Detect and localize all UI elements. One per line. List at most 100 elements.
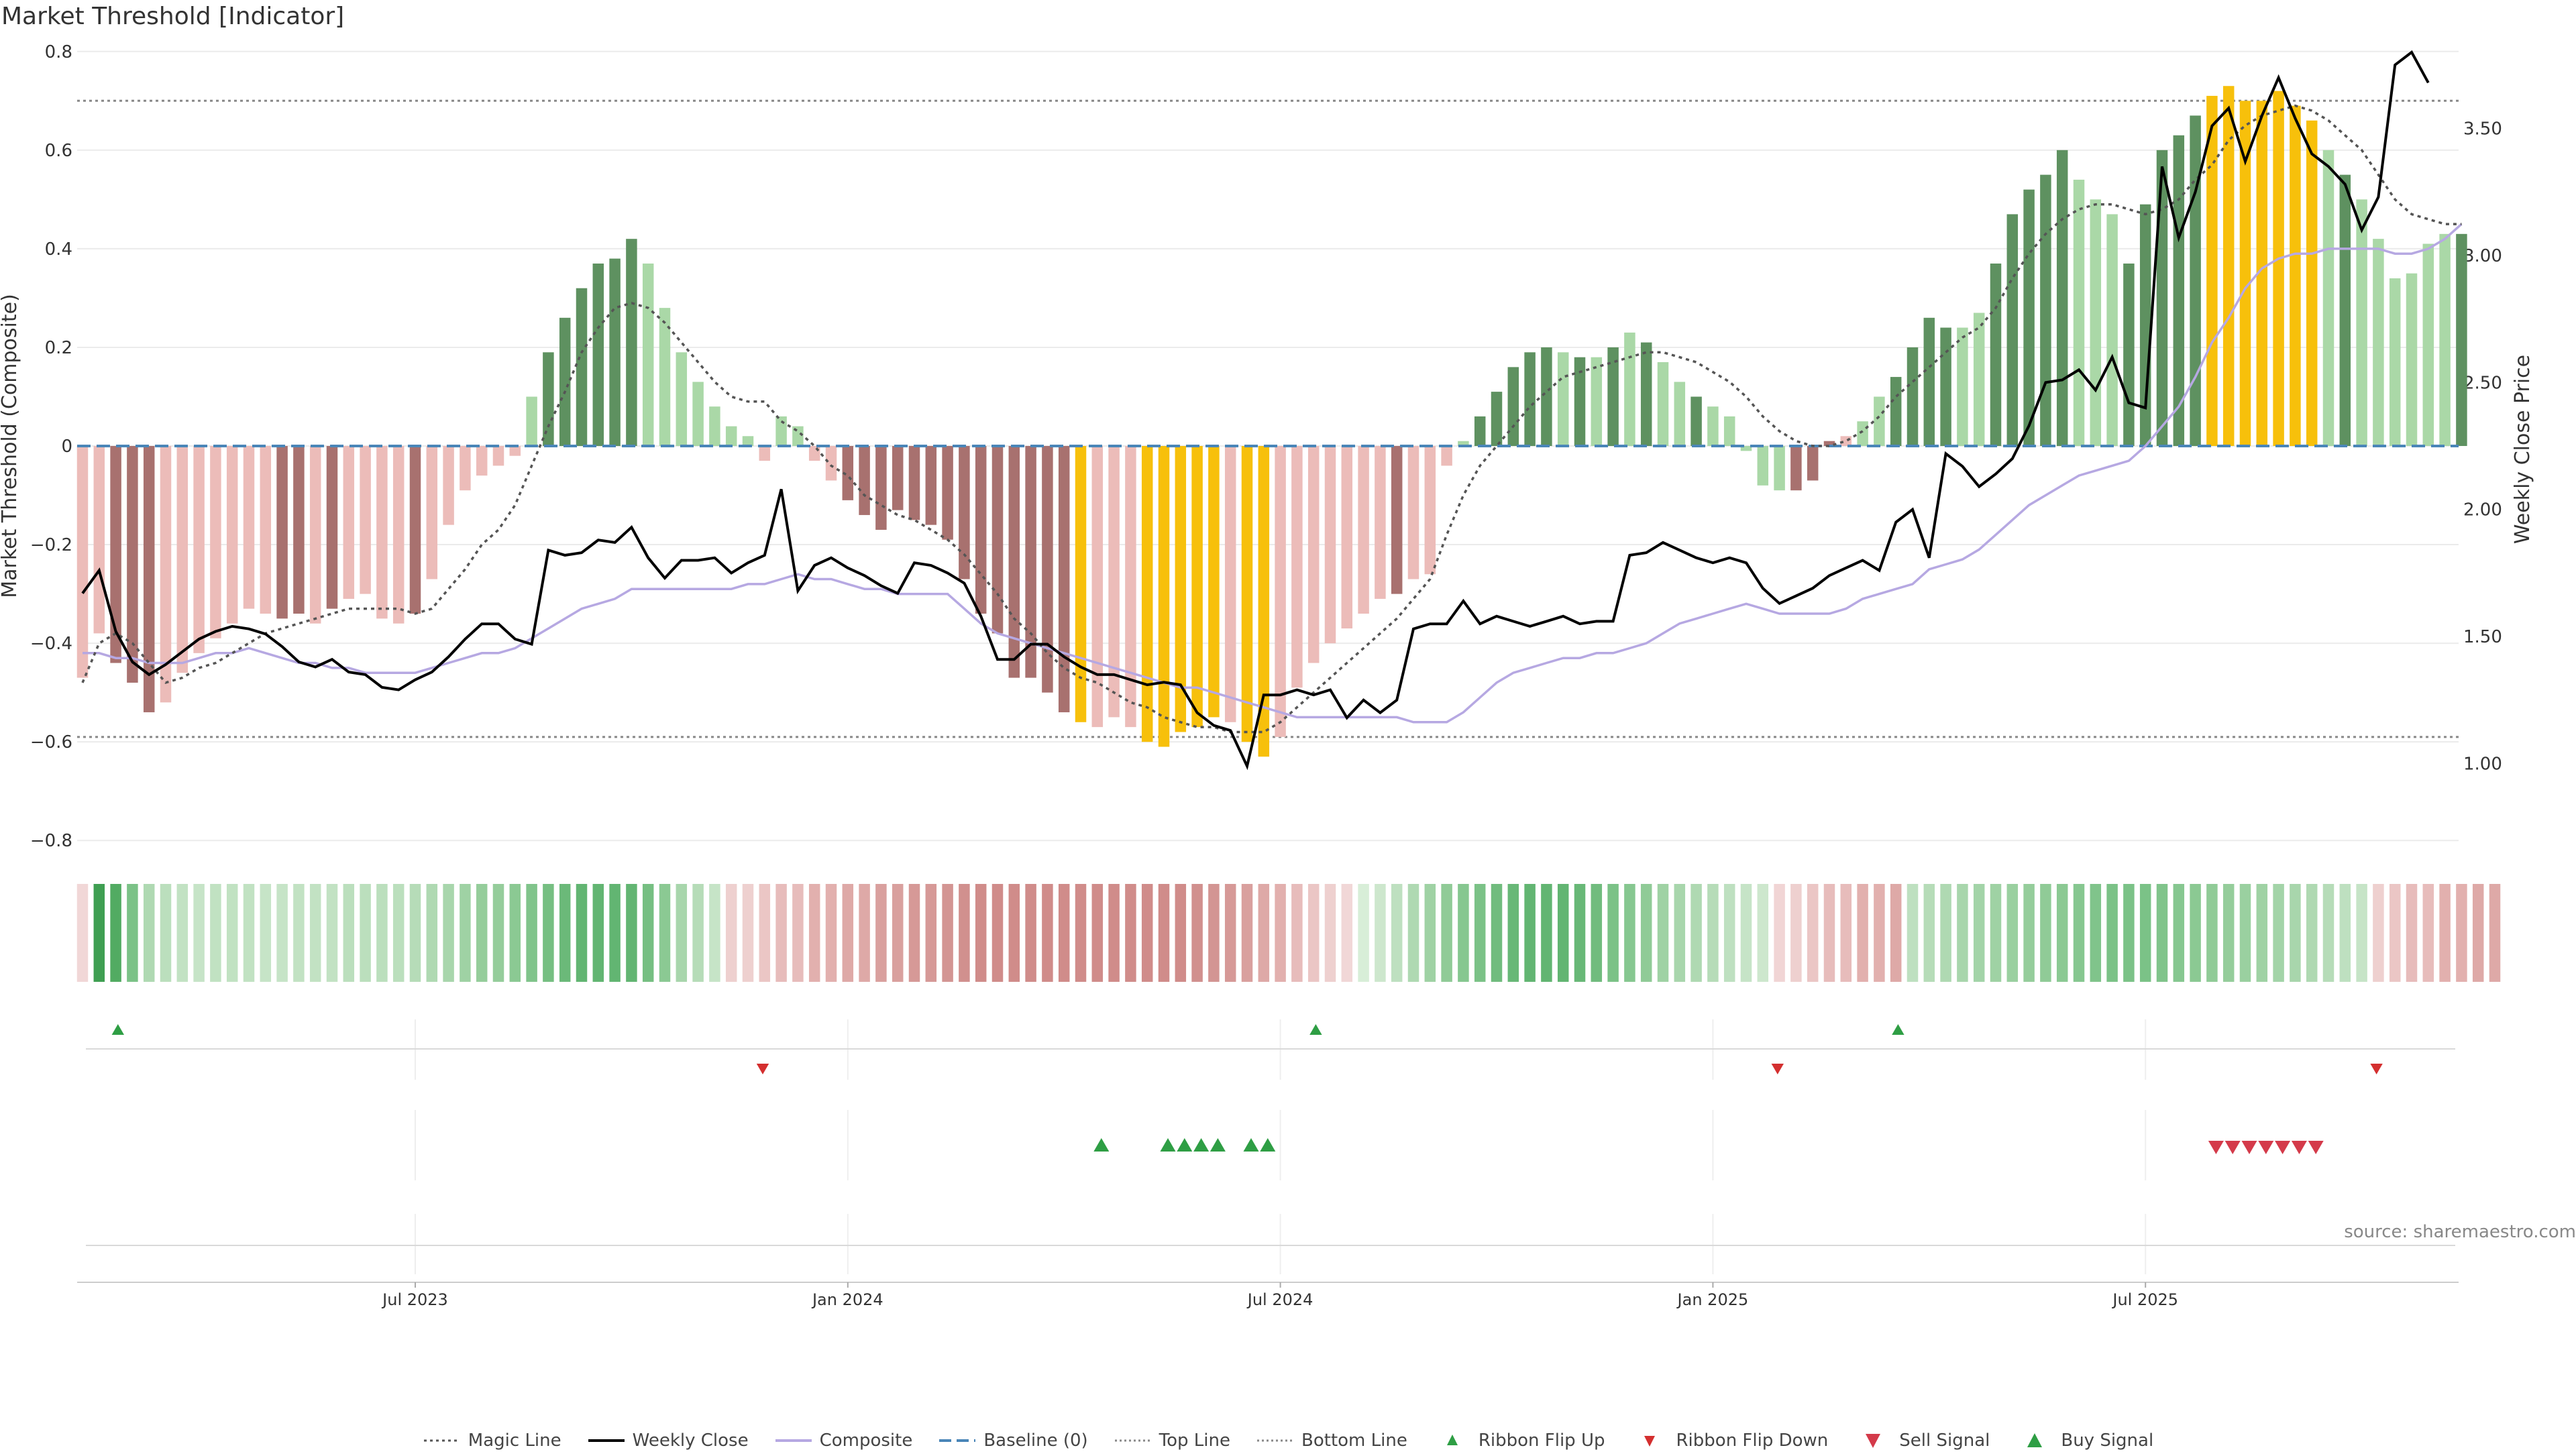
weekly-close-swatch — [588, 1439, 625, 1442]
ribbon-cell — [1524, 884, 1536, 982]
ribbon-cell — [1391, 884, 1403, 982]
composite-bar — [1391, 446, 1403, 594]
ribbon-cell — [2173, 884, 2185, 982]
ribbon-cell — [1541, 884, 1552, 982]
ribbon-cell — [1857, 884, 1868, 982]
ribbon-cell — [409, 884, 421, 982]
composite-bar — [1307, 446, 1320, 663]
composite-bar — [2439, 233, 2451, 446]
y-tick-right: 3.00 — [2463, 246, 2502, 266]
ribbon-cell — [476, 884, 488, 982]
ribbon-cell — [309, 884, 321, 982]
triangle-up-icon — [2027, 1433, 2043, 1447]
composite-bar — [1491, 392, 1503, 446]
composite-bar — [460, 446, 471, 491]
ribbon-cell — [1907, 884, 1919, 982]
composite-bar — [2222, 86, 2235, 446]
composite-bar — [626, 239, 637, 446]
ribbon-flip-down-marker — [1771, 1064, 1784, 1074]
composite-bar — [2206, 95, 2218, 447]
legend-baseline[interactable]: Baseline (0) — [938, 1431, 1088, 1451]
composite-bar — [1008, 446, 1020, 678]
ribbon-cell — [1607, 884, 1619, 982]
legend-label: Baseline (0) — [983, 1431, 1088, 1451]
composite-bar — [143, 446, 155, 713]
composite-bar — [1258, 446, 1270, 757]
ribbon-cell — [2356, 884, 2367, 982]
composite-bar — [2406, 273, 2418, 446]
ribbon-cell — [1307, 884, 1320, 982]
ribbon-cell — [659, 884, 671, 982]
ribbon-cell — [1574, 884, 1586, 982]
buy-signal-marker — [1260, 1138, 1276, 1152]
composite-bar — [908, 446, 920, 520]
ribbon-cell — [1141, 884, 1153, 982]
composite-bar — [991, 446, 1004, 634]
ribbon-cell — [1358, 884, 1369, 982]
y-tick-left: −0.2 — [30, 535, 72, 555]
legend-ribbon-flip-down[interactable]: Ribbon Flip Down — [1630, 1431, 1828, 1451]
ribbon-cell — [543, 884, 554, 982]
composite-bar — [1657, 362, 1669, 446]
composite-bar — [942, 446, 953, 540]
composite-bar — [543, 352, 554, 446]
ribbon-cell — [2006, 884, 2019, 982]
ribbon-cell — [509, 884, 521, 982]
legend-top-line[interactable]: Top Line — [1114, 1431, 1230, 1451]
composite-bar — [2139, 204, 2151, 446]
legend-sell-signal[interactable]: Sell Signal — [1854, 1431, 1990, 1451]
ribbon-cell — [1957, 884, 1968, 982]
ribbon-cell — [2156, 884, 2168, 982]
ribbon-cell — [110, 884, 121, 982]
ribbon-cell — [1042, 884, 1053, 982]
composite-bar — [1108, 446, 1120, 718]
ribbon-cell — [1690, 884, 1702, 982]
sell-signal-marker — [2224, 1141, 2241, 1154]
composite-bar — [1458, 441, 1469, 446]
ribbon-cell — [1807, 884, 1819, 982]
sell-signal-marker — [2291, 1141, 2307, 1154]
ribbon-cell — [143, 884, 155, 982]
ribbon-cell — [942, 884, 953, 982]
ribbon-cell — [1108, 884, 1120, 982]
ribbon-cell — [193, 884, 205, 982]
legend-buy-signal[interactable]: Buy Signal — [2015, 1431, 2153, 1451]
legend-weekly-close[interactable]: Weekly Close — [587, 1431, 749, 1451]
composite-bar — [1175, 446, 1187, 732]
composite-bar — [2239, 101, 2251, 446]
composite-bar — [2040, 174, 2051, 446]
ribbon-cell — [1441, 884, 1452, 982]
ribbon-cell — [792, 884, 804, 982]
composite-bar — [443, 446, 454, 525]
composite-bar — [875, 446, 887, 530]
composite-bar — [1874, 396, 1885, 446]
ribbon-cell — [1224, 884, 1236, 982]
ribbon-cell — [592, 884, 604, 982]
composite-bar — [1424, 446, 1436, 575]
legend-composite[interactable]: Composite — [774, 1431, 912, 1451]
x-tick-label: Jan 2024 — [811, 1290, 883, 1309]
composite-bar — [127, 446, 138, 683]
composite-bar — [2073, 179, 2085, 446]
ribbon-cell — [1291, 884, 1303, 982]
x-tick-label: Jul 2024 — [1246, 1290, 1313, 1309]
composite-bar — [2422, 243, 2434, 446]
composite-bar — [1358, 446, 1369, 614]
composite-bar — [1857, 421, 1868, 446]
composite-bar — [210, 446, 221, 638]
legend: Magic Line Weekly Close Composite Baseli… — [0, 1425, 2576, 1456]
legend-bottom-line[interactable]: Bottom Line — [1256, 1431, 1407, 1451]
composite-bar — [2339, 174, 2351, 446]
composite-bar — [509, 446, 521, 456]
legend-ribbon-flip-up[interactable]: Ribbon Flip Up — [1433, 1431, 1605, 1451]
composite-bar — [326, 446, 338, 609]
composite-bar — [1025, 446, 1036, 678]
legend-magic-line[interactable]: Magic Line — [423, 1431, 561, 1451]
ribbon-cell — [875, 884, 887, 982]
y-tick-left: 0.4 — [45, 239, 72, 260]
ribbon-cell — [1191, 884, 1203, 982]
ribbon-flip-up-marker — [1892, 1024, 1904, 1035]
buy-signal-marker — [1177, 1138, 1193, 1152]
composite-bar — [1507, 367, 1519, 446]
